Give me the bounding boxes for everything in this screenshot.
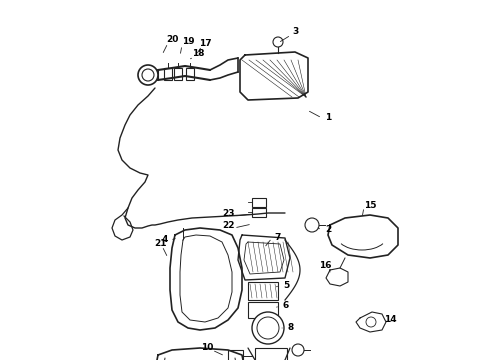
Text: 6: 6 bbox=[283, 302, 289, 310]
Text: 4: 4 bbox=[162, 235, 168, 244]
Text: 1: 1 bbox=[325, 113, 331, 122]
FancyBboxPatch shape bbox=[248, 282, 278, 300]
FancyBboxPatch shape bbox=[252, 198, 266, 207]
Circle shape bbox=[366, 317, 376, 327]
Text: 10: 10 bbox=[201, 343, 213, 352]
Circle shape bbox=[292, 344, 304, 356]
Text: 20: 20 bbox=[166, 36, 178, 45]
Text: 5: 5 bbox=[283, 280, 289, 289]
Circle shape bbox=[252, 312, 284, 344]
Text: 2: 2 bbox=[325, 225, 331, 234]
Text: 19: 19 bbox=[182, 37, 195, 46]
Text: 15: 15 bbox=[364, 201, 376, 210]
Text: 14: 14 bbox=[384, 315, 396, 324]
FancyBboxPatch shape bbox=[186, 68, 194, 80]
FancyBboxPatch shape bbox=[248, 302, 278, 318]
FancyBboxPatch shape bbox=[228, 350, 243, 360]
Text: 22: 22 bbox=[222, 220, 234, 230]
FancyBboxPatch shape bbox=[164, 68, 172, 80]
FancyBboxPatch shape bbox=[255, 348, 287, 360]
Circle shape bbox=[273, 37, 283, 47]
Text: 16: 16 bbox=[319, 261, 331, 270]
Text: 7: 7 bbox=[275, 234, 281, 243]
Text: 8: 8 bbox=[288, 324, 294, 333]
Circle shape bbox=[257, 317, 279, 339]
Text: 17: 17 bbox=[198, 39, 211, 48]
Text: 3: 3 bbox=[292, 27, 298, 36]
FancyBboxPatch shape bbox=[252, 208, 266, 217]
Circle shape bbox=[138, 65, 158, 85]
Text: 18: 18 bbox=[192, 49, 204, 58]
Text: 23: 23 bbox=[222, 208, 234, 217]
FancyBboxPatch shape bbox=[174, 68, 182, 80]
Circle shape bbox=[305, 218, 319, 232]
Circle shape bbox=[142, 69, 154, 81]
Text: 21: 21 bbox=[154, 238, 166, 248]
